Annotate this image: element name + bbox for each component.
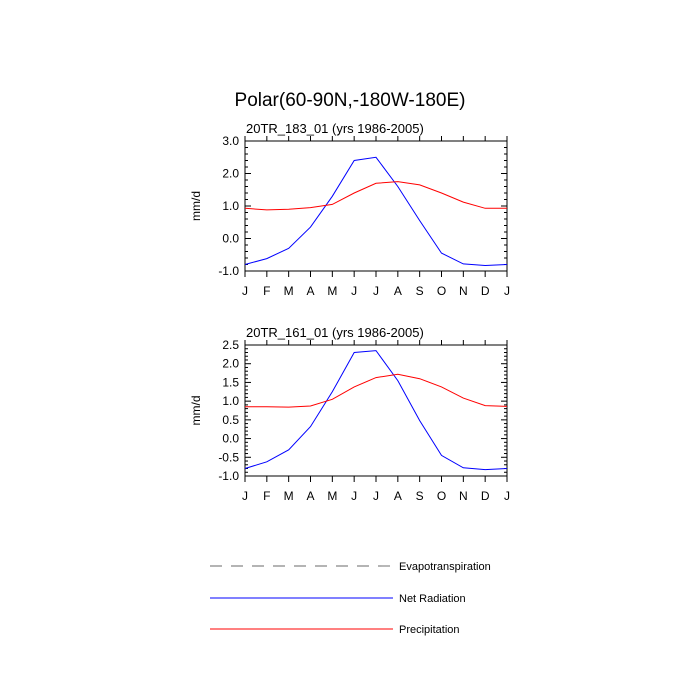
legend-item: Precipitation (210, 624, 460, 636)
legend-label: Evapotranspiration (399, 561, 491, 573)
y-tick-label: 1.0 (222, 394, 239, 408)
x-tick-label: M (284, 489, 294, 503)
legend-label: Net Radiation (399, 593, 466, 605)
x-tick-label: F (263, 489, 270, 503)
x-tick-label: S (416, 284, 424, 298)
x-tick-label: J (373, 489, 379, 503)
x-tick-label: J (242, 284, 248, 298)
panel-title: 20TR_183_01 (yrs 1986-2005) (246, 121, 424, 136)
y-tick-label: -0.5 (218, 450, 239, 464)
x-tick-label: S (416, 489, 424, 503)
plot-frame (244, 140, 508, 272)
x-tick-label: M (327, 489, 337, 503)
x-tick-label: D (481, 284, 490, 298)
legend-item: Net Radiation (210, 593, 466, 605)
y-axis-label: mm/d (189, 396, 203, 426)
plot-frame (244, 344, 508, 477)
x-tick-label: J (504, 284, 510, 298)
legend: Evapotranspiration Net Radiation Precipita… (210, 561, 491, 636)
chart-panel-2: 20TR_161_01 (yrs 1986-2005) 2.5 2.0 1.5 1.0 0… (189, 325, 510, 503)
figure-title: Polar(60-90N,-180W-180E) (235, 90, 466, 111)
x-tick-label: J (351, 489, 357, 503)
x-tick-label: J (242, 489, 248, 503)
series-line-precipitation (245, 373, 508, 408)
y-tick-label: -1.0 (218, 264, 239, 278)
y-tick-label: 2.5 (222, 338, 239, 352)
y-tick-label: 2.0 (222, 167, 239, 181)
x-tick-label: A (306, 284, 314, 298)
y-tick-label: 0.5 (222, 413, 239, 427)
x-tick-label: D (481, 489, 490, 503)
panel-title: 20TR_161_01 (yrs 1986-2005) (246, 325, 424, 340)
y-tick-label: 0.0 (222, 232, 239, 246)
y-tick-label: 0.0 (222, 432, 239, 446)
y-tick-label: 2.0 (222, 357, 239, 371)
series-line-net-radiation (244, 350, 508, 471)
series-line-net-radiation (244, 156, 508, 267)
x-tick-label: N (459, 489, 468, 503)
legend-label: Precipitation (399, 624, 460, 636)
x-tick-label: M (327, 284, 337, 298)
x-tick-label: J (351, 284, 357, 298)
x-tick-label: N (459, 284, 468, 298)
y-axis-label: mm/d (189, 191, 203, 221)
x-tick-label: O (437, 284, 446, 298)
x-tick-label: A (306, 489, 314, 503)
x-tick-label: J (504, 489, 510, 503)
y-tick-label: 3.0 (222, 134, 239, 148)
x-tick-label: A (394, 284, 402, 298)
x-tick-label: O (437, 489, 446, 503)
x-tick-label: J (373, 284, 379, 298)
x-tick-label: A (394, 489, 402, 503)
y-tick-label: 1.0 (222, 199, 239, 213)
y-tick-label: -1.0 (218, 469, 239, 483)
legend-item: Evapotranspiration (210, 561, 491, 573)
x-tick-label: M (284, 284, 294, 298)
x-tick-label: F (263, 284, 270, 298)
chart-panels: 20TR_183_01 (yrs 1986-2005) 3.0 2.0 1.0 0.0 -… (189, 121, 510, 503)
chart-panel-1: 20TR_183_01 (yrs 1986-2005) 3.0 2.0 1.0 0.0 -… (189, 121, 510, 298)
series-line-precipitation (244, 181, 507, 211)
y-tick-label: 1.5 (222, 375, 239, 389)
